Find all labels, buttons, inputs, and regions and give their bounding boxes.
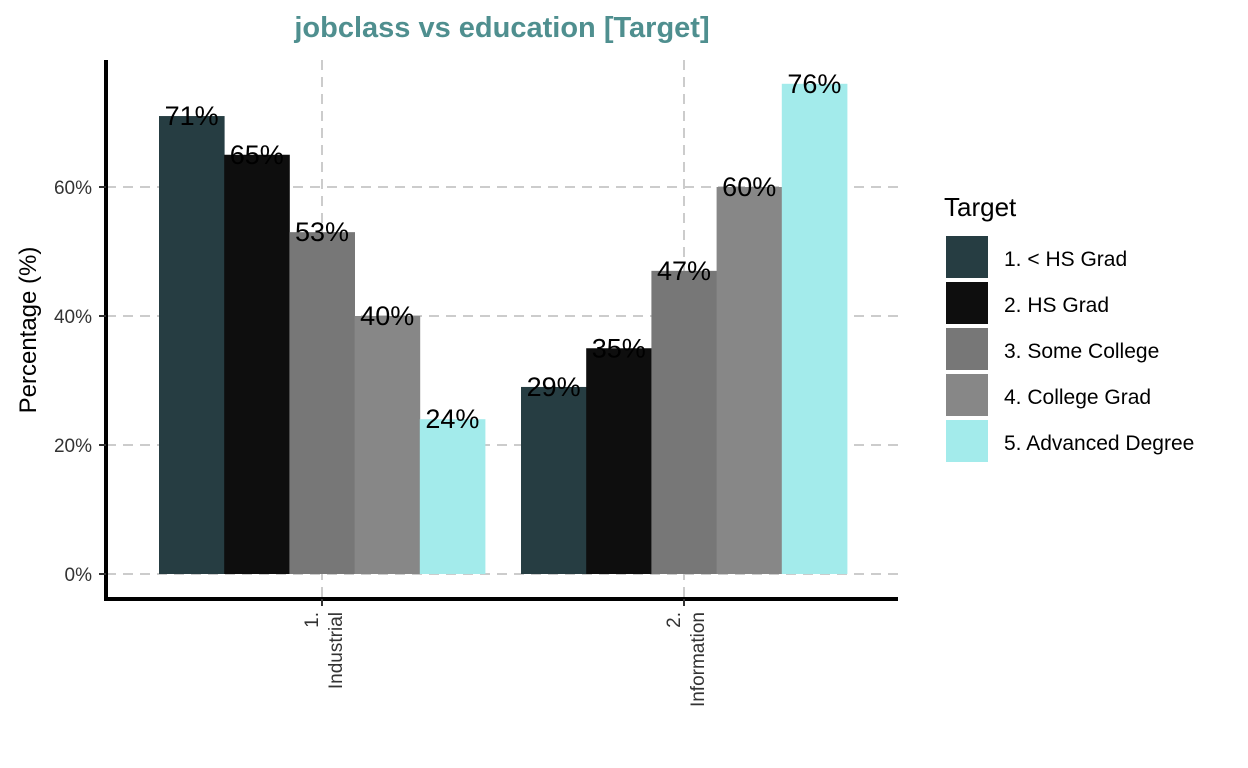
bar-value-label: 53% bbox=[295, 217, 349, 247]
x-tick-label: 2. bbox=[664, 612, 685, 628]
chart-title: jobclass vs education [Target] bbox=[293, 12, 709, 44]
legend-item-label: 3. Some College bbox=[1004, 340, 1159, 363]
legend-item-label: 5. Advanced Degree bbox=[1004, 432, 1194, 455]
bar bbox=[289, 232, 355, 574]
bar-value-label: 65% bbox=[230, 140, 284, 170]
bar bbox=[521, 386, 587, 574]
bar bbox=[651, 270, 717, 574]
legend: Target 1. < HS Grad 2. HS Grad 3. Some Col… bbox=[944, 192, 1194, 462]
legend-key bbox=[946, 282, 988, 324]
bars bbox=[159, 83, 848, 575]
bar-value-label: 60% bbox=[722, 172, 776, 202]
bar bbox=[419, 419, 486, 574]
y-tick-label: 0% bbox=[65, 565, 93, 586]
bar bbox=[159, 116, 225, 575]
bar-value-label: 47% bbox=[657, 256, 711, 286]
bar bbox=[716, 187, 783, 574]
legend-item-label: 1. < HS Grad bbox=[1004, 248, 1127, 271]
y-tick-label: 20% bbox=[54, 436, 92, 457]
bar bbox=[586, 348, 652, 574]
x-tick-label: Industrial bbox=[326, 612, 347, 689]
legend-title: Target bbox=[944, 192, 1017, 222]
bar-value-label: 76% bbox=[787, 69, 841, 99]
x-tick-label: 1. bbox=[302, 612, 323, 628]
legend-key bbox=[946, 236, 988, 278]
y-tick-label: 40% bbox=[54, 307, 92, 328]
bar-value-label: 24% bbox=[425, 404, 479, 434]
y-tick-label: 60% bbox=[54, 178, 92, 199]
legend-key bbox=[946, 420, 988, 462]
legend-key bbox=[946, 374, 988, 416]
legend-item-label: 2. HS Grad bbox=[1004, 294, 1109, 317]
bar bbox=[781, 83, 848, 575]
legend-key bbox=[946, 328, 988, 370]
data-labels: 71% 29% 65% 35% 53% 47% 40% 60% 24% 76% bbox=[165, 69, 842, 434]
bar bbox=[224, 154, 290, 574]
bar-value-label: 71% bbox=[165, 101, 219, 131]
bar-value-label: 29% bbox=[527, 372, 581, 402]
axes: 0% 20% 40% 60% 1. Industrial 2. Information bbox=[54, 60, 898, 707]
bar-value-label: 35% bbox=[592, 333, 646, 363]
legend-item-label: 4. College Grad bbox=[1004, 386, 1151, 409]
y-axis-label: Percentage (%) bbox=[15, 247, 42, 414]
x-tick-label: Information bbox=[688, 612, 709, 707]
bar-value-label: 40% bbox=[360, 301, 414, 331]
bar bbox=[354, 316, 421, 574]
